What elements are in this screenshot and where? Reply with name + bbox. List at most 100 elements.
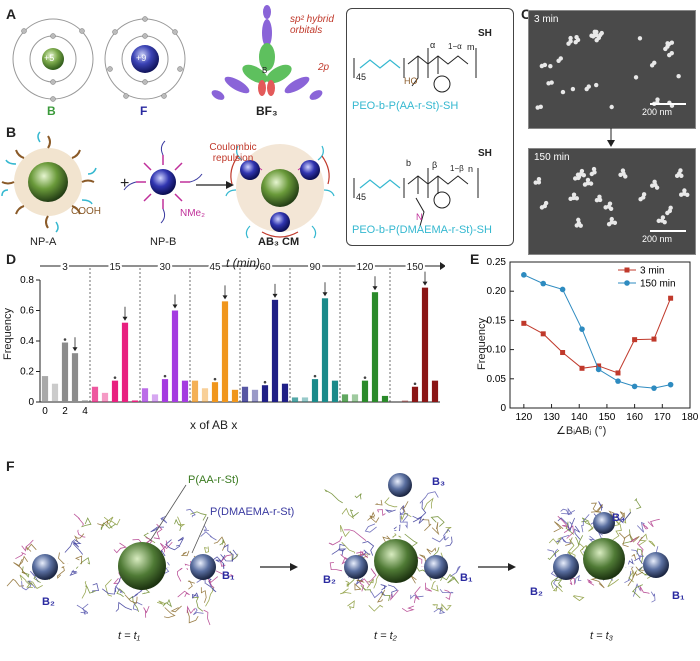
f-polymer-chain — [547, 548, 559, 558]
polymer-name-dmaema: PEO-b-P(DMAEMA-r-St)-SH — [352, 224, 492, 236]
ho-label: HO — [404, 76, 418, 86]
scalebar-150min — [650, 230, 686, 232]
sem-particle — [637, 36, 643, 41]
chart-e-ytick-label: 0 — [500, 403, 506, 414]
f-polymer-chain — [113, 542, 127, 554]
sem-particle — [665, 210, 670, 216]
chart-d-arrowhead — [272, 293, 278, 298]
f-polymer-chain — [72, 539, 84, 555]
p2-note: 2p — [318, 62, 330, 73]
sem-particle — [618, 172, 623, 177]
f-polymer-chain — [636, 548, 644, 564]
chart-d-bar — [231, 389, 239, 402]
sem-particle — [573, 176, 578, 181]
chart-e-point — [579, 326, 585, 332]
sem-particle — [597, 194, 602, 200]
chart-d-bar — [161, 379, 169, 402]
sem-particle — [581, 173, 587, 178]
chart-d-bar — [201, 388, 209, 402]
chart-e-point — [651, 385, 657, 391]
f-polymer-chain — [404, 533, 418, 548]
chart-d-xlabel: x of AB x — [190, 418, 238, 432]
chart-e-xtick-label: 150 — [599, 412, 616, 423]
f-polymer-chain — [553, 521, 564, 533]
f-polymer-chain — [419, 554, 427, 562]
m-label: m — [467, 42, 475, 52]
f-polymer-chain — [215, 570, 234, 577]
f-polymer-chain — [186, 508, 196, 518]
sem-particle — [620, 168, 626, 173]
sem-particle — [539, 63, 545, 69]
sem-particle — [574, 34, 579, 40]
chart-d-bar — [421, 287, 429, 402]
f-polymer-chain — [362, 541, 375, 556]
chart-e-point — [559, 286, 566, 293]
chart-e-point — [595, 366, 602, 373]
f-polymer-chain — [205, 583, 217, 593]
chart-e-legend-marker — [624, 267, 630, 273]
f-polymer-chain — [565, 521, 575, 535]
f-polymer-chain — [191, 592, 199, 599]
sem-particle — [546, 81, 551, 86]
f-polymer-chain — [377, 509, 386, 517]
f-polymer-chain — [340, 554, 351, 565]
n-label: n — [468, 164, 474, 174]
chart-d-bar — [381, 395, 389, 402]
chart-d-time-label: 45 — [209, 262, 221, 273]
sem-particle — [573, 39, 578, 45]
f-polymer-chain — [400, 512, 412, 522]
f-polymer-chain — [164, 607, 176, 619]
f-polymer-chain — [101, 587, 117, 595]
chart-d-bar — [151, 394, 159, 402]
sem-particle — [582, 182, 588, 187]
sem-particle — [588, 181, 594, 186]
f2-b1 — [424, 555, 448, 579]
chart-d-dot — [63, 338, 67, 341]
sp2-note: sp² hybrid orbitals — [290, 14, 334, 36]
f-polymer-chain — [637, 521, 645, 533]
f-polymer-chain — [647, 518, 660, 528]
boron-atom-diagram — [12, 18, 94, 102]
chart-d-bar — [211, 382, 219, 402]
chart-e-point — [632, 337, 638, 343]
chart-d-xtick-label: 0 — [42, 406, 48, 417]
f-polymer-chain — [449, 565, 461, 578]
sem-time-3min: 3 min — [534, 14, 559, 25]
f-polymer-chain — [75, 555, 83, 567]
f-polymer-chain — [384, 497, 398, 508]
f-polymer-chain — [367, 511, 376, 521]
f-polymer-chain — [205, 586, 214, 607]
chart-d-bar — [321, 298, 329, 402]
chart-d-bar — [191, 380, 199, 402]
f-polymer-chain — [80, 603, 89, 614]
f-polymer-chain — [75, 557, 91, 569]
f-polymer-chain — [200, 587, 207, 603]
f3-b1 — [643, 552, 669, 578]
f-polymer-chain — [114, 572, 124, 589]
f-polymer-chain — [410, 594, 424, 600]
f-polymer-chain — [124, 594, 138, 604]
f-polymer-chain — [187, 580, 195, 590]
alpha-label: α — [430, 40, 436, 50]
scalebar-label-3min: 200 nm — [642, 107, 673, 117]
sem-particle — [654, 185, 660, 190]
f-polymer-chain — [547, 549, 560, 561]
f-polymer-chain — [21, 539, 34, 552]
f-polymer-chain — [624, 570, 632, 584]
panel-label-e: E — [470, 251, 480, 267]
chart-d-dot — [413, 382, 417, 386]
f-polymer-chain — [632, 584, 643, 599]
chart-d-bar — [81, 400, 89, 402]
sem-particle — [543, 200, 549, 206]
f-polymer-chain — [186, 605, 195, 614]
sem-particle — [685, 192, 690, 197]
one-minus-beta: 1−β — [450, 164, 464, 173]
sem-particle — [594, 198, 600, 203]
chart-e-xtick-label: 170 — [654, 412, 671, 423]
f-polymer-chain — [56, 563, 65, 579]
f-polymer-chain — [366, 578, 374, 589]
f-polymer-chain — [115, 601, 133, 612]
f-polymer-chain — [329, 562, 343, 572]
chart-e-point — [668, 295, 674, 301]
f-polymer-chain — [557, 517, 571, 532]
